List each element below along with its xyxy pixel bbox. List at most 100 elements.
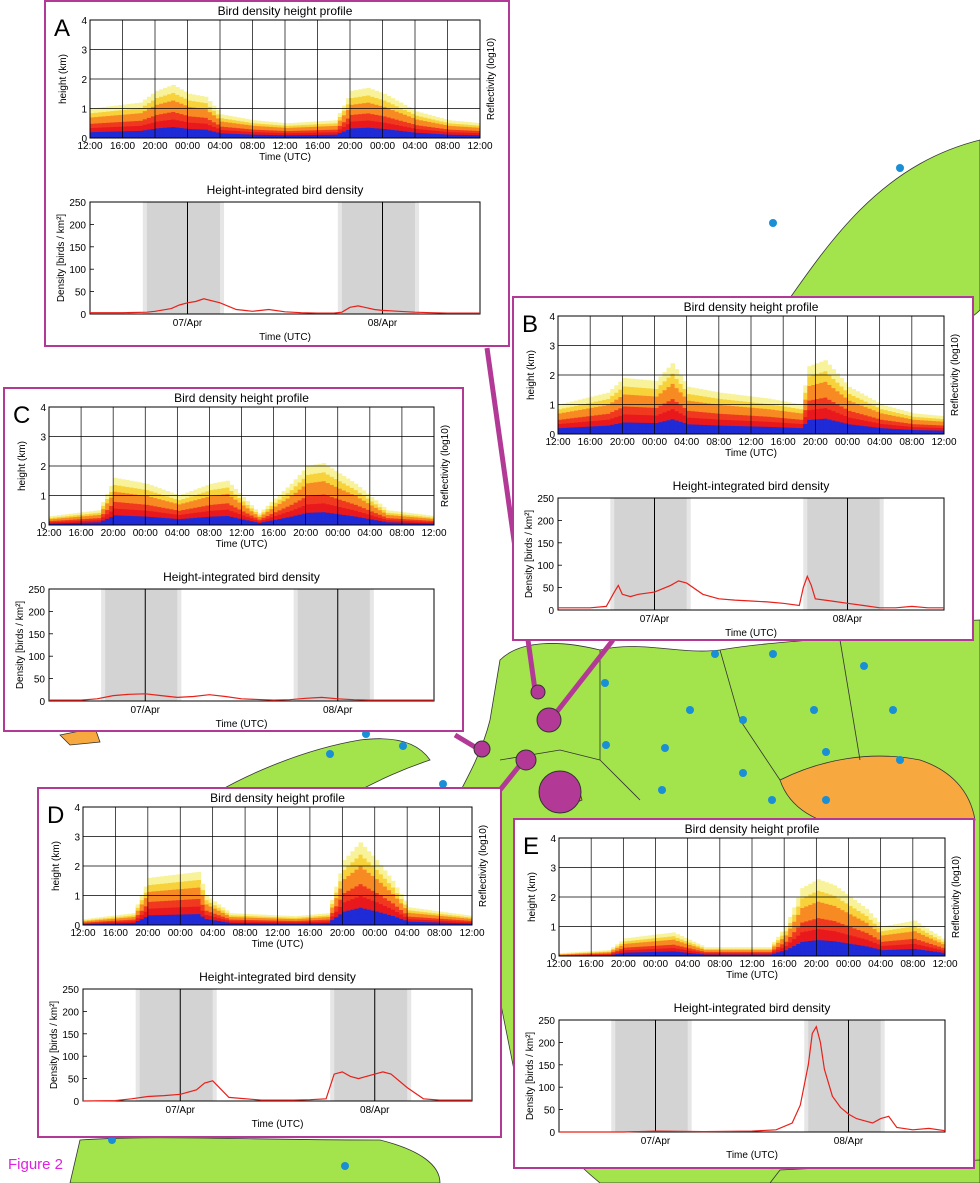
heatmap-cell <box>187 112 193 117</box>
heatmap-cell <box>598 431 603 435</box>
heatmap-cell <box>129 502 134 507</box>
heatmap-cell <box>220 918 226 921</box>
heatmap-cell <box>133 512 138 517</box>
heatmap-cell <box>171 107 176 112</box>
heatmap-cell <box>795 423 800 426</box>
heatmap-cell <box>370 134 375 139</box>
heatmap-cell <box>313 486 319 491</box>
heatmap-cell <box>694 407 700 412</box>
heatmap-cell <box>233 509 238 513</box>
heatmap-cell <box>69 515 74 517</box>
heatmap-cell <box>172 910 177 915</box>
heatmap-cell <box>370 103 375 108</box>
heatmap-cell <box>381 521 387 523</box>
heatmap-cell <box>431 120 436 123</box>
heatmap-cell <box>686 417 692 422</box>
heatmap-cell <box>907 430 913 433</box>
heatmap-cell <box>618 426 623 431</box>
heatmap-cell <box>289 522 295 526</box>
heatmap-cell <box>759 421 764 425</box>
heatmap-cell <box>253 521 259 524</box>
heatmap-cell <box>803 416 808 421</box>
heatmap-cell <box>891 411 897 414</box>
heatmap-cell <box>244 121 249 124</box>
heatmap-cell <box>390 109 396 113</box>
density-ytick: 250 <box>537 494 554 505</box>
heatmap-cell <box>378 92 383 97</box>
heatmap-cell <box>273 920 278 923</box>
heatmap-cell <box>451 134 457 137</box>
heatmap-cell <box>155 114 160 119</box>
heatmap-cell <box>193 509 198 513</box>
heatmap-cell <box>357 487 363 491</box>
heatmap-cell <box>49 519 54 521</box>
heatmap-cell <box>150 109 156 114</box>
heatmap-cell <box>184 910 189 915</box>
heatmap-cell <box>252 132 258 135</box>
heatmap-cell <box>706 399 712 404</box>
heatmap-cell <box>666 424 672 430</box>
heatmap-cell <box>159 911 165 916</box>
heatmap-cell <box>201 494 206 499</box>
heatmap-cell <box>831 383 836 389</box>
heatmap-cell <box>228 914 234 916</box>
heatmap-cell <box>285 920 291 922</box>
heatmap-cell <box>245 506 251 509</box>
heatmap-cell <box>69 519 74 521</box>
heatmap-cell <box>273 915 278 918</box>
heatmap-cell <box>147 908 153 913</box>
heatmap-cell <box>401 515 407 518</box>
heatmap-cell <box>273 922 278 925</box>
heatmap-cell <box>89 515 94 517</box>
heatmap-cell <box>143 886 149 890</box>
heatmap-cell <box>167 115 172 121</box>
heatmap-cell <box>185 518 190 521</box>
heatmap-cell <box>730 416 736 421</box>
heatmap-cell <box>321 476 327 482</box>
heatmap-cell <box>598 428 603 432</box>
heatmap-cell <box>232 121 237 124</box>
heatmap-cell <box>638 395 643 400</box>
heatmap-cell <box>370 89 375 94</box>
heatmap-cell <box>245 511 251 514</box>
heatmap-cell <box>927 427 933 430</box>
heatmap-cell <box>265 918 270 920</box>
heatmap-cell <box>159 92 164 97</box>
heatmap-cell <box>851 417 857 422</box>
heatmap-cell <box>570 413 575 416</box>
density-frame <box>557 497 945 611</box>
heatmap-cell <box>118 112 123 115</box>
heatmap-cell <box>161 512 166 516</box>
heatmap-cell <box>859 402 865 406</box>
heatmap-cell <box>658 421 664 427</box>
heatmap-cell <box>879 406 885 410</box>
heatmap-cell <box>402 121 408 125</box>
heatmap-cell <box>377 505 383 508</box>
heatmap-cell <box>421 519 427 521</box>
heatmap-cell <box>447 125 453 128</box>
heatmap-cell <box>345 120 351 125</box>
heatmap-cell <box>405 513 411 515</box>
heatmap-cell <box>297 135 302 138</box>
heatmap-cell <box>141 506 146 511</box>
heatmap-cell <box>199 131 205 136</box>
heatmap-cell <box>435 130 440 133</box>
heatmap-cell <box>317 130 323 133</box>
heatmap-cell <box>409 523 415 525</box>
heatmap-cell <box>602 413 607 418</box>
heatmap-cell <box>863 420 869 424</box>
heatmap-cell <box>237 508 242 512</box>
heatmap-cell <box>345 508 351 513</box>
heatmap-cell <box>122 116 128 120</box>
heatmap-cell <box>301 470 307 475</box>
heatmap-cell <box>301 133 306 136</box>
heatmap-cell <box>169 515 174 519</box>
heatmap-cell <box>791 429 796 433</box>
heatmap-cell <box>887 428 893 431</box>
heatmap-cell <box>163 112 168 118</box>
heatmap-cell <box>101 521 106 524</box>
heatmap-cell <box>570 420 575 423</box>
heatmap-cell <box>475 134 481 137</box>
heatmap-cell <box>413 519 419 521</box>
heatmap-cell <box>421 518 427 520</box>
